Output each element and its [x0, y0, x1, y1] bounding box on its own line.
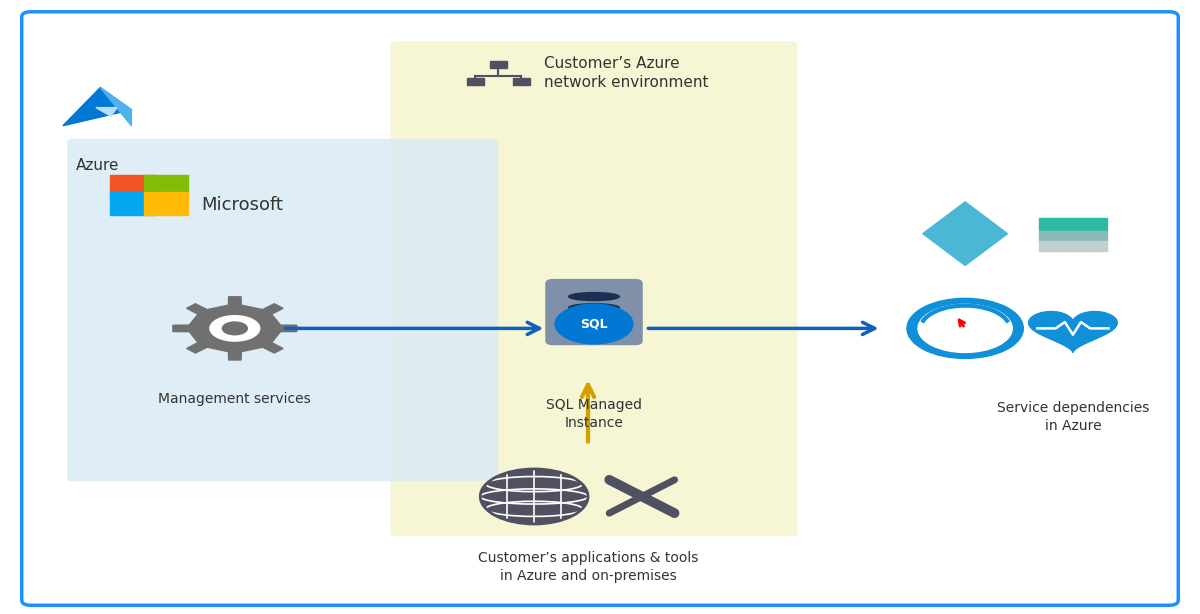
Ellipse shape [569, 304, 619, 312]
Polygon shape [96, 107, 118, 116]
Bar [110, 192, 155, 215]
Polygon shape [101, 88, 132, 126]
Bar [110, 175, 155, 198]
Text: SQL: SQL [581, 317, 608, 330]
Text: Management services: Management services [158, 392, 311, 406]
FancyBboxPatch shape [546, 279, 642, 344]
Text: SQL Managed
Instance: SQL Managed Instance [546, 398, 642, 430]
Circle shape [907, 299, 1022, 358]
Circle shape [556, 304, 632, 344]
Text: Customer’s applications & tools
in Azure and on-premises: Customer’s applications & tools in Azure… [478, 551, 698, 583]
Ellipse shape [569, 315, 619, 323]
Text: Azure: Azure [76, 158, 119, 173]
Bar [144, 192, 188, 215]
Polygon shape [62, 88, 132, 126]
Circle shape [210, 316, 259, 341]
Bar [512, 79, 529, 85]
Polygon shape [923, 202, 1008, 265]
Bar [1039, 241, 1106, 251]
Text: Customer’s Azure
network environment: Customer’s Azure network environment [544, 55, 708, 90]
Text: Microsoft: Microsoft [202, 196, 283, 214]
FancyBboxPatch shape [67, 139, 498, 481]
Circle shape [480, 469, 588, 524]
Polygon shape [1028, 311, 1117, 352]
FancyBboxPatch shape [22, 12, 1178, 605]
Bar [1039, 231, 1106, 241]
Bar [490, 61, 506, 68]
Bar [144, 175, 188, 198]
Circle shape [222, 322, 247, 335]
Bar [467, 79, 484, 85]
Circle shape [918, 305, 1013, 352]
Bar [1039, 218, 1106, 230]
Text: Service dependencies
in Azure: Service dependencies in Azure [997, 401, 1150, 433]
Polygon shape [173, 297, 296, 360]
FancyBboxPatch shape [390, 41, 798, 536]
Ellipse shape [569, 293, 619, 300]
